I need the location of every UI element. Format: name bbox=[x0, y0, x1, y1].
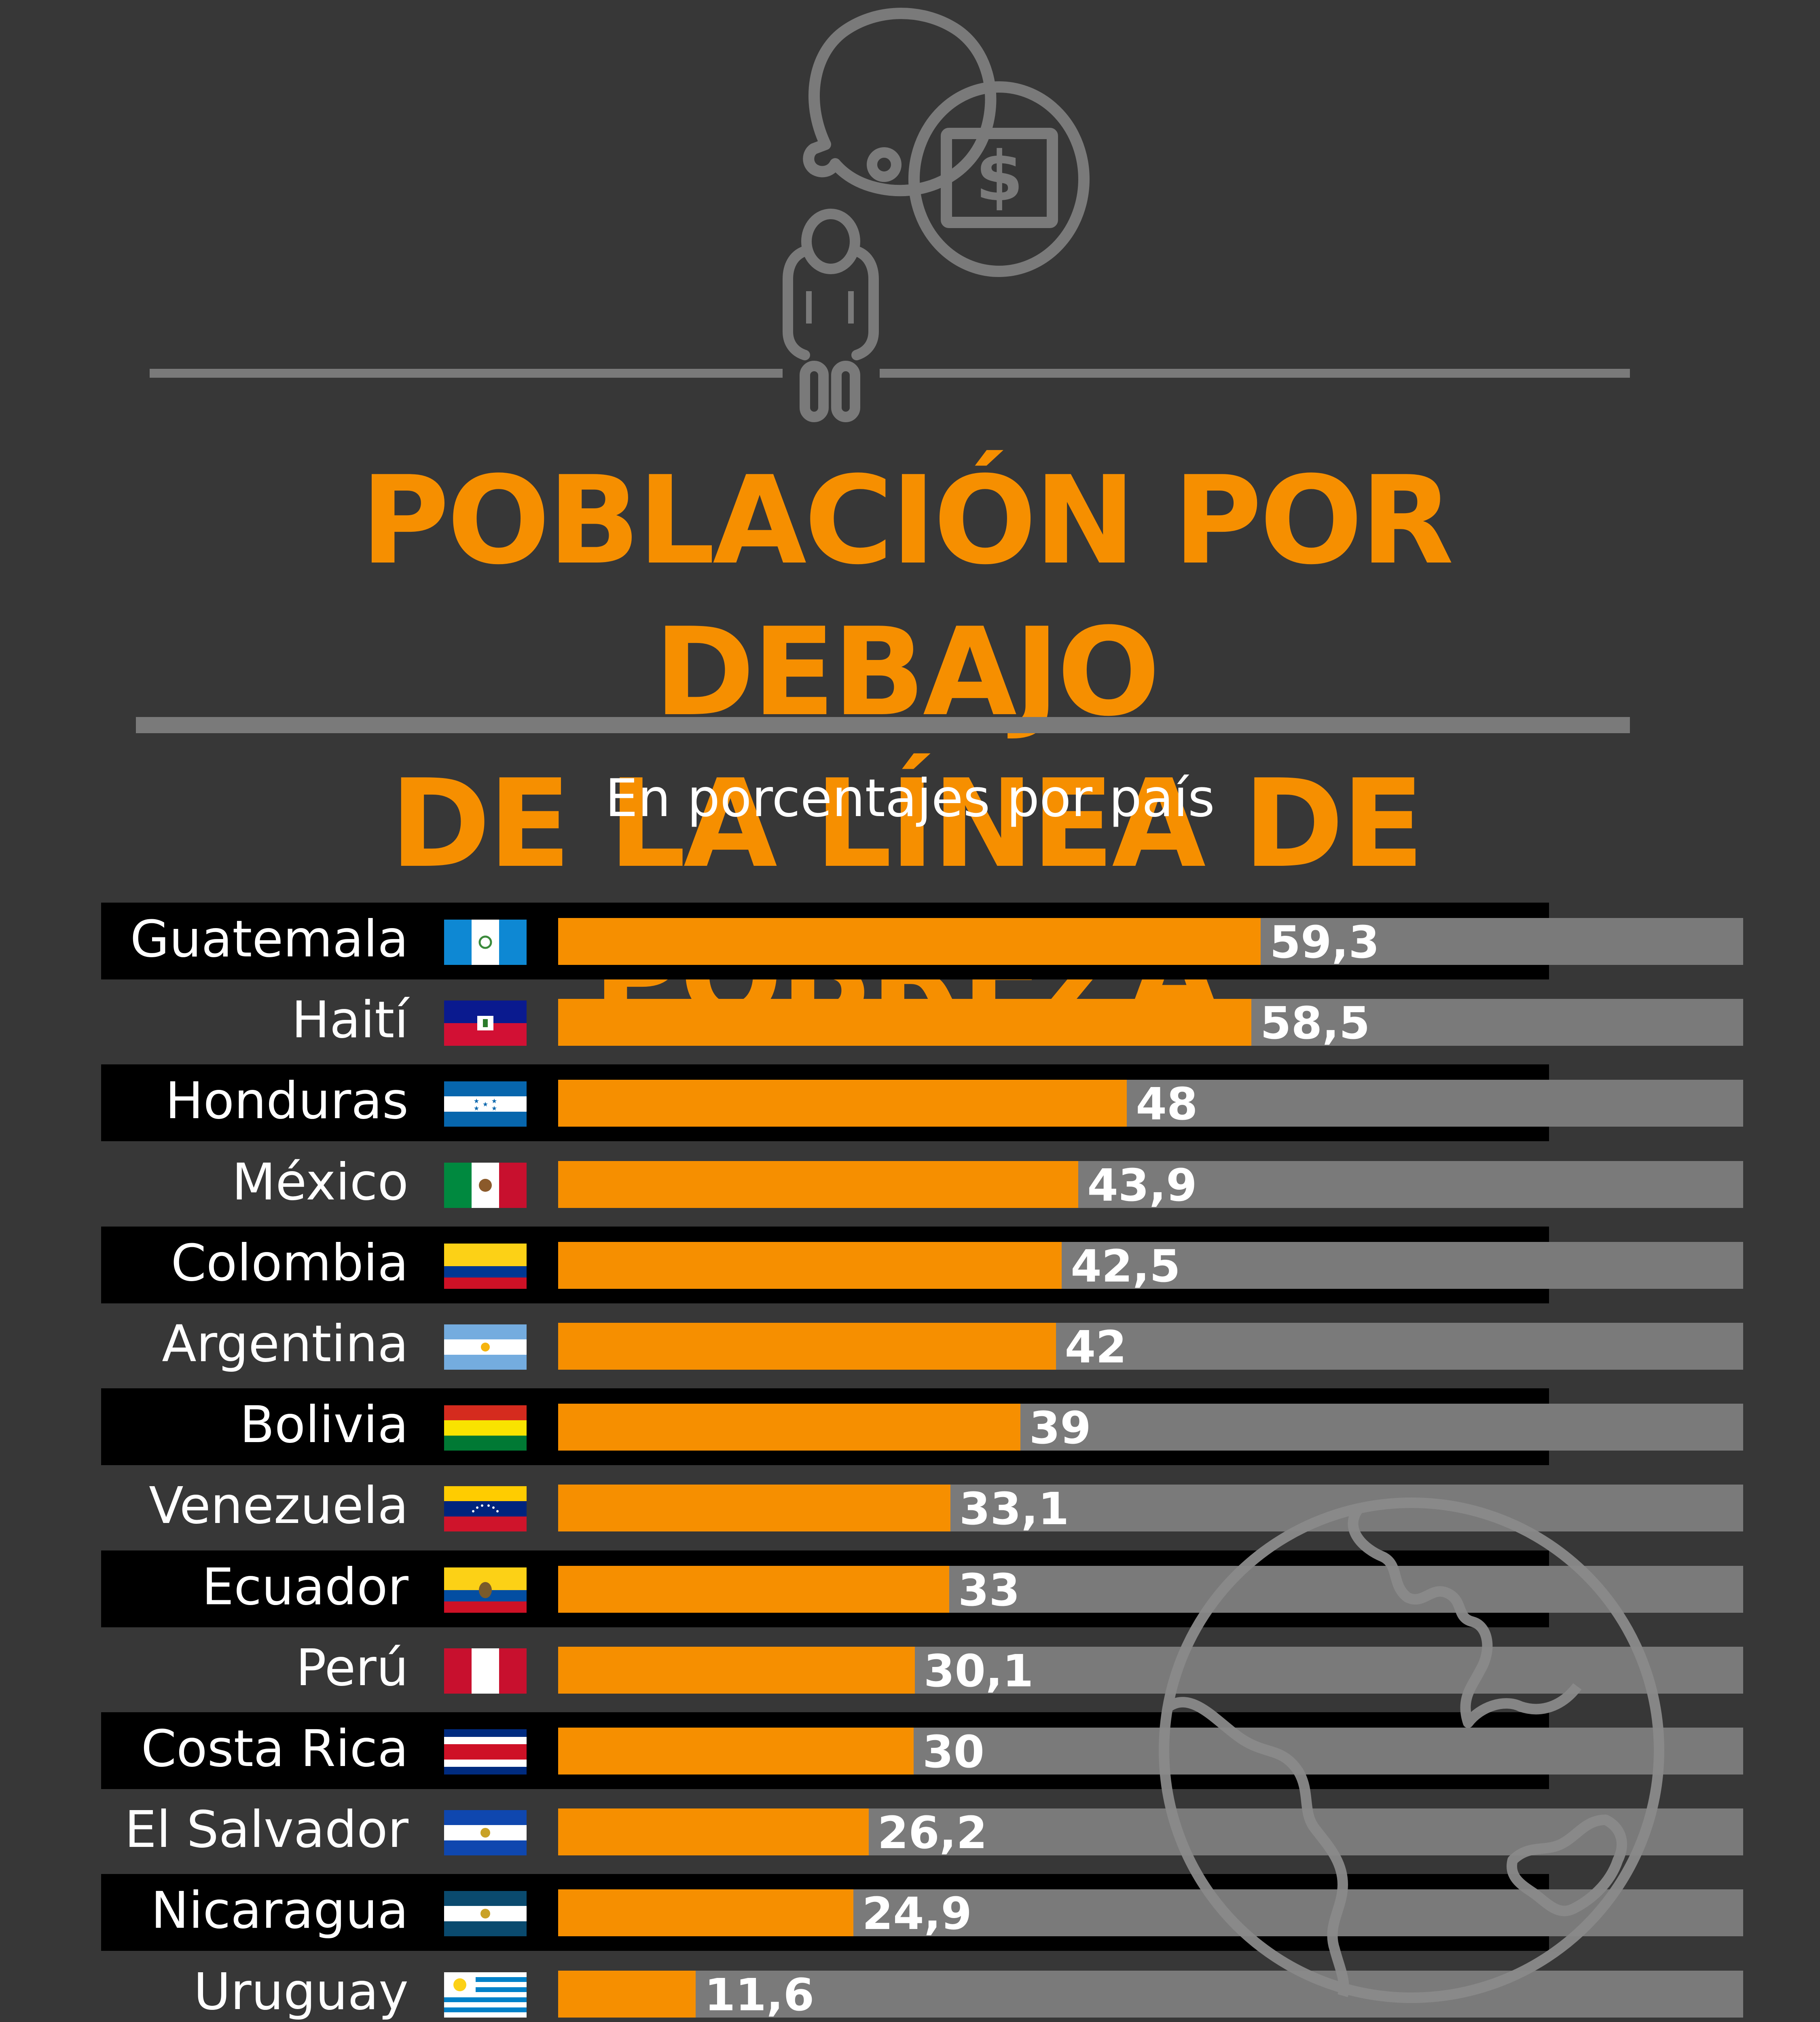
country-label: Perú bbox=[296, 1638, 408, 1697]
bar bbox=[558, 1728, 914, 1775]
bar-value-label: 39 bbox=[1029, 1402, 1091, 1454]
bar-track: 33,1 bbox=[558, 1483, 1743, 1535]
country-label: Bolivia bbox=[240, 1396, 408, 1455]
country-label: Uruguay bbox=[193, 1962, 408, 2021]
bar bbox=[558, 1080, 1127, 1127]
svg-text:★: ★ bbox=[474, 1097, 479, 1105]
bar-track: 42 bbox=[558, 1321, 1743, 1373]
bar-value-label: 26,2 bbox=[877, 1807, 988, 1859]
bar-value-label: 58,5 bbox=[1260, 997, 1370, 1049]
bar bbox=[558, 918, 1261, 965]
bar-value-label: 42,5 bbox=[1071, 1240, 1181, 1292]
bar-value-label: 33,1 bbox=[959, 1483, 1069, 1535]
country-label: Colombia bbox=[171, 1233, 408, 1292]
bar-value-label: 48 bbox=[1136, 1078, 1198, 1130]
bar bbox=[558, 1404, 1020, 1451]
bar-track: 26,2 bbox=[558, 1807, 1743, 1859]
bar-track: 39 bbox=[558, 1402, 1743, 1454]
country-label: Ecuador bbox=[202, 1557, 408, 1616]
bolivia-flag-icon bbox=[444, 1405, 527, 1451]
haiti-flag-icon bbox=[444, 1000, 527, 1046]
svg-text:★: ★ bbox=[491, 1097, 497, 1105]
bar-track: 24,9 bbox=[558, 1888, 1743, 1940]
svg-text:$: $ bbox=[976, 137, 1023, 217]
bar bbox=[558, 1889, 853, 1937]
bar bbox=[558, 1242, 1062, 1289]
bar-track: 30 bbox=[558, 1726, 1743, 1778]
country-label: Haití bbox=[291, 991, 408, 1050]
uruguay-flag-icon bbox=[444, 1972, 527, 2018]
bar-value-label: 42 bbox=[1064, 1321, 1127, 1373]
country-label: Costa Rica bbox=[141, 1720, 408, 1778]
subtitle: En porcentajes por país bbox=[605, 768, 1215, 829]
mexico-flag-icon bbox=[444, 1162, 527, 1208]
bar-track: 42,5 bbox=[558, 1240, 1743, 1292]
honduras-flag-icon: ★ ★ ★ ★ ★ bbox=[444, 1081, 527, 1127]
bar-track: 43,9 bbox=[558, 1159, 1743, 1211]
bar bbox=[558, 1808, 869, 1856]
bar-track: 30,1 bbox=[558, 1645, 1743, 1697]
bar-value-label: 43,9 bbox=[1087, 1159, 1197, 1211]
top-divider-right bbox=[880, 369, 1630, 378]
person-thinking-money-icon: $ bbox=[783, 8, 1090, 422]
country-label: Honduras bbox=[165, 1072, 408, 1131]
globe-icon bbox=[1159, 1497, 1664, 2003]
bar-track: 11,6 bbox=[558, 1969, 1743, 2021]
colombia-flag-icon bbox=[444, 1243, 527, 1289]
guatemala-flag-icon bbox=[444, 920, 527, 965]
bar bbox=[558, 1485, 950, 1532]
peru-flag-icon bbox=[444, 1648, 527, 1694]
country-label: Argentina bbox=[162, 1315, 408, 1373]
country-label: El Salvador bbox=[125, 1800, 408, 1859]
bar-value-label: 24,9 bbox=[862, 1888, 972, 1940]
nicaragua-flag-icon bbox=[444, 1891, 527, 1937]
svg-text:★: ★ bbox=[474, 1104, 479, 1112]
bar-track: 58,5 bbox=[558, 997, 1743, 1049]
bar bbox=[558, 1161, 1079, 1208]
bar-value-label: 33 bbox=[958, 1564, 1020, 1616]
svg-text:★: ★ bbox=[483, 1100, 488, 1108]
title-divider bbox=[136, 717, 1630, 733]
bar bbox=[558, 999, 1252, 1046]
bar-track: 33 bbox=[558, 1564, 1743, 1616]
costa-rica-flag-icon bbox=[444, 1729, 527, 1775]
ecuador-flag-icon bbox=[444, 1567, 527, 1613]
svg-text:★: ★ bbox=[491, 1104, 497, 1112]
bar-track: 48 bbox=[558, 1078, 1743, 1130]
bar-value-label: 30,1 bbox=[923, 1645, 1034, 1697]
top-divider-left bbox=[150, 369, 783, 378]
bar bbox=[558, 1970, 696, 2018]
bar bbox=[558, 1323, 1056, 1370]
bar-value-label: 11,6 bbox=[704, 1969, 815, 2021]
bar-value-label: 30 bbox=[923, 1726, 985, 1778]
bar bbox=[558, 1646, 915, 1694]
argentina-flag-icon bbox=[444, 1324, 527, 1370]
el-salvador-flag-icon bbox=[444, 1810, 527, 1856]
country-label: Venezuela bbox=[149, 1476, 408, 1536]
country-label: Guatemala bbox=[130, 910, 408, 969]
venezuela-flag-icon bbox=[444, 1486, 527, 1532]
bar bbox=[558, 1565, 949, 1613]
country-label: México bbox=[232, 1153, 408, 1212]
bar-value-label: 59,3 bbox=[1270, 916, 1380, 968]
bar-track: 59,3 bbox=[558, 916, 1743, 968]
country-label: Nicaragua bbox=[151, 1881, 408, 1940]
